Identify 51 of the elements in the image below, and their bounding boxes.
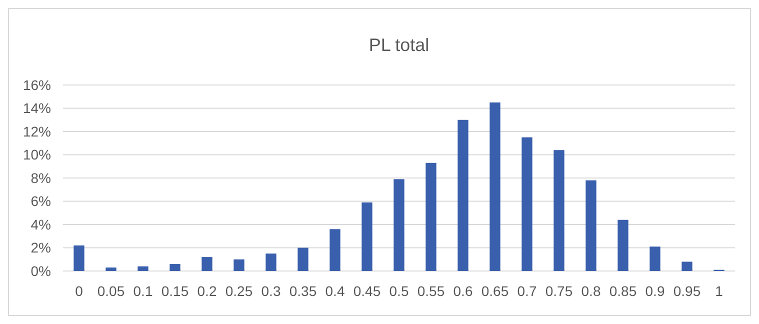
x-tick-label: 0.55 [417,283,445,299]
x-tick-label: 0.6 [453,283,473,299]
x-tick-label: 0.85 [609,283,637,299]
y-tick-label: 4% [30,216,51,232]
chart-title: PL total [368,35,430,55]
y-tick-label: 0% [30,262,51,279]
bar [522,137,532,271]
bar [650,246,660,271]
bar [202,257,212,271]
x-tick-label: 0.25 [225,283,253,299]
x-tick-label: 0.65 [481,283,509,299]
x-tick-label: 0.8 [581,283,601,299]
bar [106,268,116,271]
bar [394,179,404,271]
bar [170,264,180,271]
y-tick-label: 12% [22,123,51,140]
x-tick-label: 0.5 [389,283,409,299]
y-tick-label: 2% [30,240,51,256]
bar [586,180,596,271]
bar [330,229,340,271]
bar [138,266,148,271]
x-tick-label: 0.2 [197,283,217,299]
y-tick-label: 14% [22,100,51,116]
bar [74,245,84,271]
x-tick-label: 0.4 [325,283,345,299]
bar [298,248,308,271]
x-tick-label: 0.45 [353,283,381,299]
bar [618,220,628,271]
y-tick-label: 10% [22,146,51,163]
x-tick-label: 0.05 [97,283,125,299]
bar [362,202,372,271]
x-tick-label: 0.95 [673,283,701,299]
x-tick-label: 0.9 [645,283,665,299]
y-tick-label: 6% [30,193,51,210]
x-tick-label: 0.1 [133,283,153,299]
x-tick-label: 0.35 [289,283,317,299]
y-tick-label: 8% [30,170,51,186]
x-tick-label: 1 [715,283,724,299]
bar [234,259,244,271]
bar [490,102,500,271]
bar [458,120,468,271]
x-tick-label: 0.75 [545,283,573,299]
bar [426,162,436,271]
bar [266,254,276,271]
x-tick-label: 0.15 [161,283,189,299]
x-tick-label: 0.3 [261,283,281,299]
y-tick-label: 16% [22,76,51,93]
bar [682,262,692,271]
x-tick-label: 0 [75,283,84,299]
bar [554,150,564,271]
x-tick-label: 0.7 [517,283,537,299]
